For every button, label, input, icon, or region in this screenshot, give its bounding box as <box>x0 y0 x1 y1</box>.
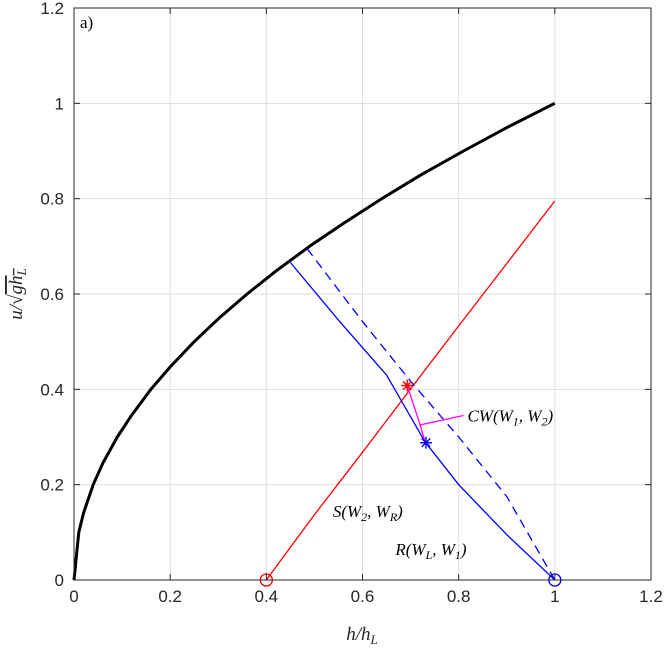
critical-curve-line <box>72 101 556 581</box>
annotation-label-part: 1 <box>455 548 461 562</box>
annotation-label-part: ) <box>460 540 467 559</box>
annotation-leader-line <box>419 414 464 426</box>
annotation-label: CW(W1, W2) <box>467 407 553 429</box>
annotation-label-part: 2 <box>361 510 367 524</box>
star-marker <box>401 379 414 392</box>
star-stroke <box>402 380 412 391</box>
annotation-label-part: S(W <box>333 502 363 521</box>
y-tick-label: 0.8 <box>40 190 64 209</box>
annotation-label-part: 2 <box>541 415 547 429</box>
annotation-label-part: CW(W <box>467 407 514 426</box>
annotation-label: S(W2, WR) <box>333 502 403 524</box>
annotation-label-part: R(W <box>394 540 427 559</box>
x-tick-label: 1.2 <box>639 587 663 606</box>
y-tick-label: 0.2 <box>40 476 64 495</box>
panel-label: a) <box>80 13 93 32</box>
y-tick-label: 1.2 <box>40 0 64 18</box>
y-tick-label: 0.6 <box>40 285 64 304</box>
annotation-label-part: ) <box>546 407 553 426</box>
annotation-label-part: ) <box>396 502 403 521</box>
star-marker <box>419 436 432 449</box>
annotation-label-part: , W <box>519 407 544 426</box>
x-tick-label: 0.8 <box>447 587 471 606</box>
y-tick-label: 0.4 <box>40 380 64 399</box>
x-tick-label: 0.2 <box>158 587 182 606</box>
svg-text:u/√ghL: u/√ghL <box>6 268 29 319</box>
annotation-label: R(WL, W1) <box>394 540 467 562</box>
y-tick-label: 1 <box>55 94 64 113</box>
ticks-group: 0 0.2 0.4 0.6 0.8 1 1.2 0 0.2 0.4 0.6 0.8 1 1.2 <box>40 0 662 606</box>
x-tick-label: 1 <box>550 587 559 606</box>
y-axis-label: u/√ghL <box>6 268 29 319</box>
annotation-label-part: , W <box>432 540 457 559</box>
annotation-label-part: , W <box>367 502 392 521</box>
annotation-label-part: R <box>389 510 398 524</box>
star-stroke <box>421 438 431 448</box>
x-axis-label: h/hL <box>346 624 378 647</box>
x-tick-label: 0.6 <box>351 587 375 606</box>
annotation-label-part: 1 <box>513 415 519 429</box>
x-tick-label: 0.4 <box>255 587 279 606</box>
x-tick-label: 0 <box>69 587 78 606</box>
annotation-label-part: L <box>425 548 433 562</box>
dashed-curve-line <box>306 248 556 581</box>
y-tick-label: 0 <box>55 571 64 590</box>
annotations-group: CW(W1, W2)S(W2, WR)R(WL, W1) <box>333 407 554 562</box>
